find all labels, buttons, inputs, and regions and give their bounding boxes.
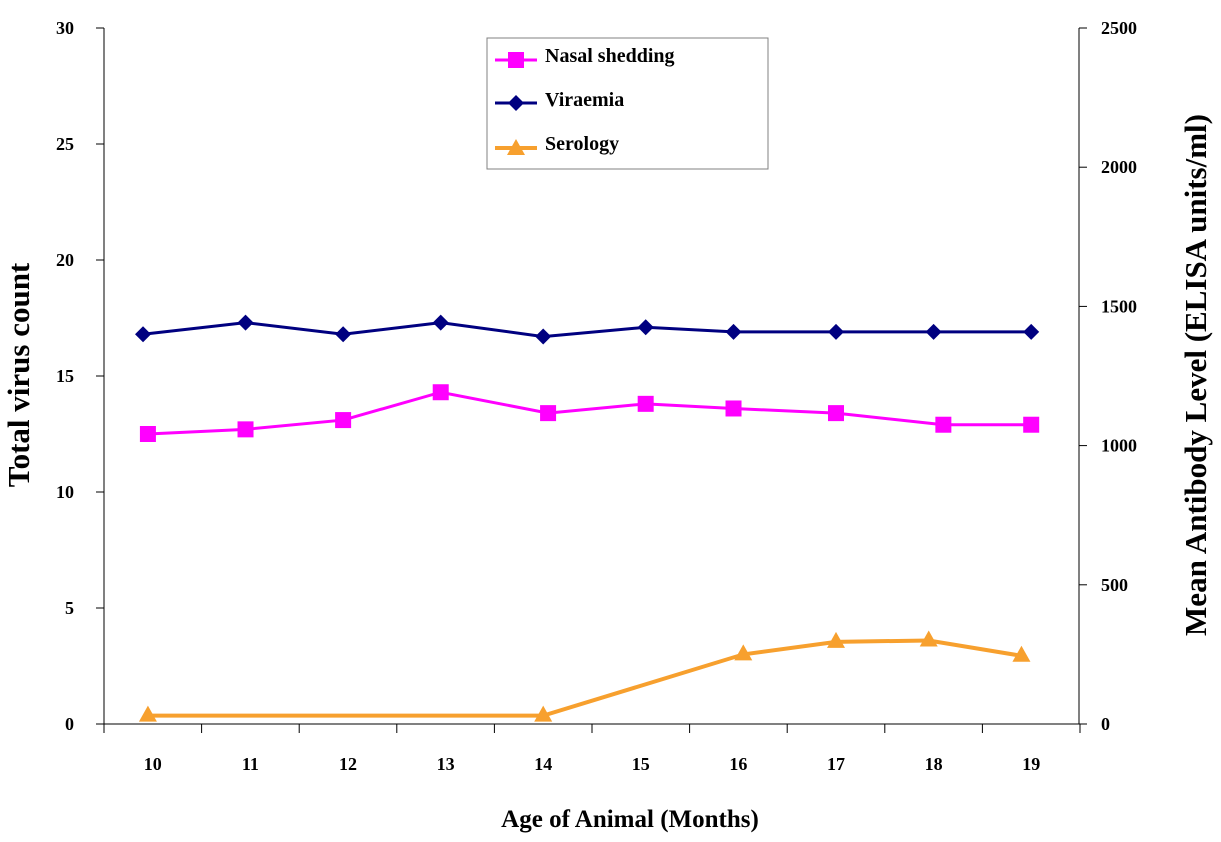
x-tick-label: 12 [339, 754, 357, 774]
data-point-square [828, 405, 844, 422]
data-point-square [637, 395, 654, 412]
y-tick-label: 0 [65, 714, 74, 734]
data-point-diamond [828, 323, 844, 340]
data-point-square [432, 384, 449, 401]
legend-label-nasal-shedding: Nasal shedding [545, 45, 675, 67]
legend-item-nasal-shedding: Nasal shedding [495, 45, 675, 68]
data-point-triangle [138, 705, 157, 722]
series-nasal-shedding [139, 384, 1040, 442]
x-tick-label: 17 [827, 754, 845, 774]
data-point-diamond [1023, 323, 1040, 340]
x-tick-label: 11 [242, 754, 259, 774]
y2-axis-title: Mean Antibody Level (ELISA units/ml) [1178, 114, 1213, 636]
y-tick-label: 10 [56, 482, 74, 502]
legend-triangle-marker [507, 139, 525, 155]
data-point-square [237, 421, 254, 438]
data-point-square [725, 400, 742, 417]
data-point-square [540, 405, 557, 422]
legend-item-viraemia: Viraemia [495, 89, 624, 111]
y2-tick-label: 1500 [1101, 296, 1137, 316]
data-point-square [935, 416, 952, 433]
data-point-diamond [432, 314, 449, 331]
y2-tick-label: 2000 [1101, 157, 1137, 177]
legend: Nasal shedding Viraemia Serology [486, 37, 769, 170]
data-point-triangle [827, 631, 845, 648]
y2-tick-label: 0 [1101, 714, 1110, 734]
legend-diamond-marker [508, 95, 524, 111]
series-serology [138, 630, 1031, 722]
data-point-diamond [535, 328, 552, 345]
data-point-diamond [335, 326, 352, 343]
series-line-serology [147, 638, 1022, 718]
y2-tick-label: 1000 [1101, 436, 1137, 456]
data-point-triangle [919, 630, 938, 647]
legend-label-viraemia: Viraemia [545, 89, 624, 111]
x-tick-label: 16 [729, 754, 747, 774]
y-tick-label: 25 [56, 134, 74, 154]
axes: 0 5 10 15 20 25 30 0 500 1000 1500 2000 2500 10 11 12 13… [56, 18, 1137, 774]
data-point-diamond [135, 326, 152, 343]
data-point-diamond [725, 323, 742, 340]
x-tick-label: 18 [925, 754, 943, 774]
legend-item-serology: Serology [495, 133, 619, 155]
y2-tick-label: 2500 [1101, 18, 1137, 38]
x-axis-title: Age of Animal (Months) [501, 806, 759, 833]
y-tick-label: 5 [65, 598, 74, 618]
x-tick-label: 13 [437, 754, 455, 774]
data-point-square [1023, 416, 1040, 433]
series-viraemia [135, 314, 1040, 345]
series-line-viraemia [142, 321, 1032, 339]
y-tick-label: 20 [56, 250, 74, 270]
legend-label-serology: Serology [545, 133, 619, 155]
legend-square-marker [508, 52, 524, 68]
data-point-triangle [1012, 645, 1031, 662]
data-point-square [335, 412, 352, 429]
x-tick-label: 10 [144, 754, 162, 774]
x-tick-label: 19 [1022, 754, 1040, 774]
x-tick-label: 14 [534, 754, 552, 774]
series-line-nasal-shedding [147, 390, 1032, 436]
data-point-square [139, 426, 156, 442]
y-tick-label: 30 [56, 18, 74, 38]
y-axis-title: Total virus count [1, 262, 36, 487]
series-layer [135, 314, 1040, 722]
data-point-diamond [637, 319, 654, 336]
data-point-diamond [925, 323, 942, 340]
x-tick-label: 15 [632, 754, 650, 774]
y2-tick-label: 500 [1101, 575, 1128, 595]
data-point-triangle [734, 644, 753, 661]
data-point-triangle [534, 705, 553, 722]
data-point-diamond [237, 314, 254, 331]
y-tick-label: 15 [56, 366, 74, 386]
